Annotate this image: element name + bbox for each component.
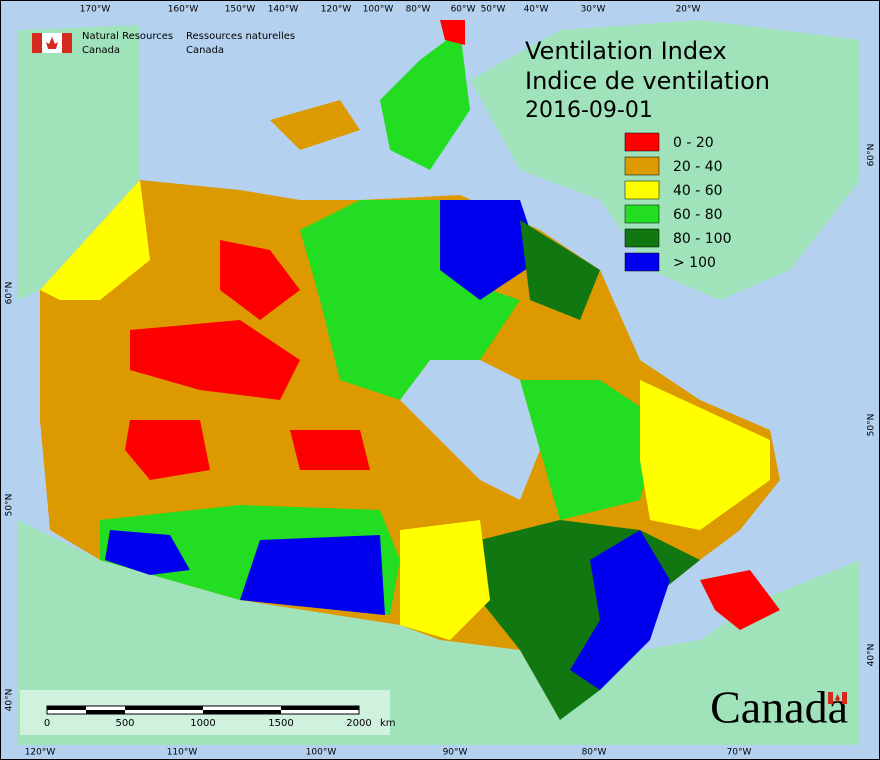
agency-en: Natural Resources [82,31,173,42]
zone [700,570,780,630]
zone [520,220,600,320]
flag [32,33,72,53]
zone [300,200,520,400]
agency-fr: Ressources naturelles [186,31,295,42]
zone [220,240,300,320]
wordmark-flag [828,692,847,704]
zone [240,535,385,615]
graticule-label: 120°W [25,748,56,758]
graticule-label: 170°W [80,5,111,15]
graticule-label: 90°W [443,748,468,758]
legend-label: 0 - 20 [673,135,714,151]
wordmark: Canada [710,682,848,733]
agency-en: Canada [82,45,120,56]
scale-label: 2000 [346,718,371,729]
graticule-label: 70°W [727,748,752,758]
scale-unit: km [380,718,396,729]
graticule-label: 140°W [268,5,299,15]
zone [570,530,670,690]
graticule-label: 50°N [5,494,15,517]
graticule-label: 50°N [867,414,877,437]
title: Indice de ventilation [525,67,770,95]
legend-swatch [624,228,660,248]
legend-label: 60 - 80 [673,207,723,223]
graticule-label: 60°W [451,5,476,15]
graticule-label: 100°W [363,5,394,15]
usa [18,520,860,745]
graticule-label: 120°W [321,5,352,15]
scale-label: 1500 [268,718,293,729]
zone [130,320,300,400]
island [440,20,465,45]
legend-label: 80 - 100 [673,231,732,247]
scale-label: 1000 [190,718,215,729]
alaska [18,25,140,300]
legend-label: 20 - 40 [673,159,723,175]
graticule-label: 40°N [867,644,877,667]
zone [125,420,210,480]
agency-fr: Canada [186,45,224,56]
legend-swatch [624,156,660,176]
scale-bar [20,690,390,735]
date: 2016-09-01 [525,98,653,123]
graticule-label: 100°W [306,748,337,758]
legend-swatch [624,132,660,152]
legend-swatch [624,180,660,200]
graticule-label: 150°W [225,5,256,15]
graticule-label: 50°W [481,5,506,15]
zone [400,520,490,640]
graticule-label: 20°W [676,5,701,15]
scale-label: 0 [44,718,50,729]
hudson-bay [400,360,540,500]
legend-label: 40 - 60 [673,183,723,199]
zone [440,200,540,300]
graticule-label: 60°N [867,144,877,167]
greenland [470,20,860,300]
zone [640,380,770,530]
title: Ventilation Index [525,37,727,65]
graticule-label: 80°W [582,748,607,758]
legend-label: > 100 [673,255,716,271]
graticule-label: 40°W [524,5,549,15]
graticule-label: 30°W [581,5,606,15]
graticule-label: 160°W [168,5,199,15]
zone [105,530,190,575]
zone [40,180,150,300]
graticule-label: 40°N [5,689,15,712]
scale-label: 500 [115,718,134,729]
zone [520,380,660,520]
zone [290,430,370,470]
graticule-label: 80°W [406,5,431,15]
island [380,30,470,170]
island [270,100,360,150]
graticule-label: 60°N [5,282,15,305]
legend-swatch [624,204,660,224]
legend-swatch [624,252,660,272]
graticule-label: 110°W [167,748,198,758]
